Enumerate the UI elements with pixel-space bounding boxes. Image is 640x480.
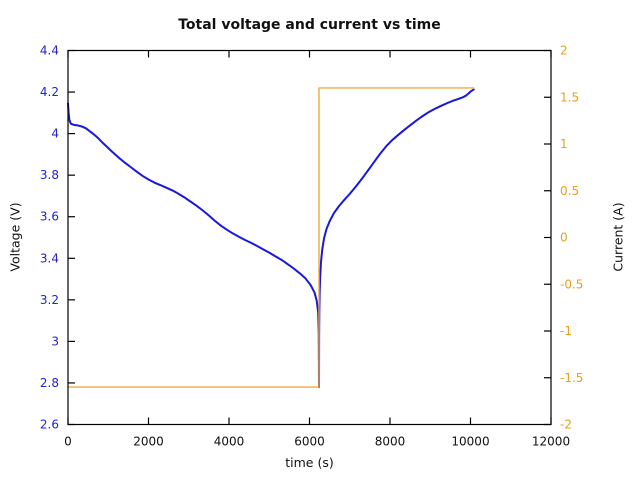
x-axis-title: time (s) bbox=[285, 455, 334, 470]
x-tick-label: 12000 bbox=[532, 435, 570, 449]
y-left-tick-label: 2.8 bbox=[40, 376, 59, 390]
y-left-tick-label: 4 bbox=[51, 127, 59, 141]
chart-title: Total voltage and current vs time bbox=[178, 17, 441, 33]
y-left-tick-label: 3.6 bbox=[40, 210, 59, 224]
y-left-tick-label: 3.2 bbox=[40, 293, 59, 307]
voltage-curve bbox=[67, 88, 475, 389]
y-left-tick-label: 3.4 bbox=[40, 251, 59, 265]
x-tick-label: 10000 bbox=[451, 435, 489, 449]
x-tick-label: 4000 bbox=[214, 435, 245, 449]
y-right-tick-label: -1 bbox=[560, 324, 572, 338]
y-right-tick-label: 0 bbox=[560, 231, 568, 245]
y-right-tick-label: 2 bbox=[560, 44, 568, 58]
current-curve bbox=[67, 87, 475, 388]
x-tick-label: 2000 bbox=[133, 435, 164, 449]
y-left-tick-label: 4.4 bbox=[40, 44, 59, 58]
y-left-tick-label: 3.8 bbox=[40, 168, 59, 182]
y-right-tick-label: -0.5 bbox=[560, 277, 583, 291]
y-right-tick-label: 0.5 bbox=[560, 184, 579, 198]
y-left-tick-label: 4.2 bbox=[40, 85, 59, 99]
x-tick-label: 0 bbox=[64, 435, 72, 449]
y-left-tick-label: 2.6 bbox=[40, 418, 59, 432]
y-right-tick-label: -2 bbox=[560, 418, 572, 432]
y-right-tick-label: -1.5 bbox=[560, 371, 583, 385]
y-right-tick-label: 1 bbox=[560, 137, 568, 151]
y-left-tick-label: 3 bbox=[51, 334, 59, 348]
plot-border bbox=[67, 49, 552, 426]
x-tick-label: 8000 bbox=[375, 435, 406, 449]
x-tick-label: 6000 bbox=[294, 435, 325, 449]
y-right-tick-label: 1.5 bbox=[560, 90, 579, 104]
